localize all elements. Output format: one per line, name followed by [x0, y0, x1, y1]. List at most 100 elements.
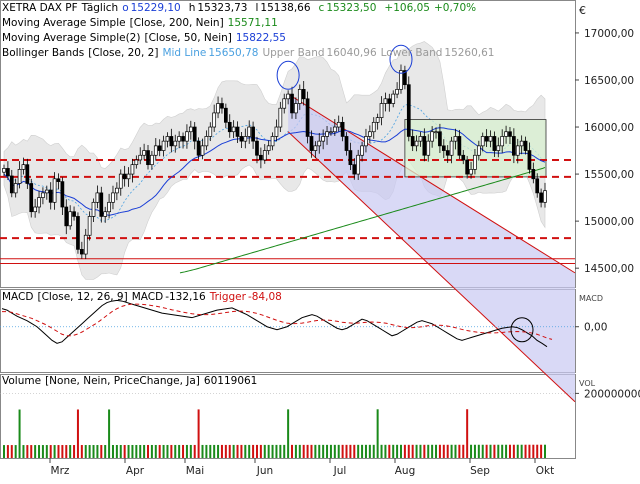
volume-bar	[57, 445, 60, 458]
volume-bar	[174, 444, 177, 458]
volume-bar	[197, 409, 200, 458]
candle-body	[523, 140, 528, 151]
volume-bar	[14, 445, 17, 458]
volume-bar	[232, 444, 235, 458]
macd-line	[1, 299, 548, 348]
candle-body	[196, 140, 201, 156]
candle-body	[87, 216, 92, 236]
candle-body	[364, 136, 368, 147]
open-value: 15229,10	[130, 2, 181, 14]
candle-body	[142, 150, 146, 156]
currency-marker: €	[579, 4, 586, 17]
candle-body	[403, 70, 407, 86]
volume-bar	[193, 444, 196, 458]
volume-bar	[314, 444, 317, 458]
candle-body	[543, 190, 547, 203]
candle-body	[68, 211, 73, 227]
candle-body	[313, 145, 318, 151]
volume-bar	[372, 444, 375, 458]
candle-body	[500, 136, 505, 147]
volume-bar	[501, 444, 504, 458]
candle-body	[126, 173, 131, 180]
volume-bar	[22, 445, 25, 458]
volume-bar	[489, 444, 492, 458]
volume-bar	[423, 444, 426, 458]
volume-bar	[497, 444, 500, 458]
volume-bar	[224, 444, 227, 458]
candle-body	[91, 201, 96, 217]
candle-body	[422, 136, 427, 156]
candle-body	[457, 136, 462, 156]
close-label: c	[318, 2, 325, 14]
candle-body	[76, 216, 80, 250]
candle-body	[173, 140, 178, 147]
candle-body	[231, 126, 236, 133]
volume-bar	[361, 444, 364, 458]
ma200-name: Moving Average Simple	[2, 17, 126, 29]
candle-body	[348, 150, 353, 166]
candle-body	[453, 136, 458, 142]
candle-body	[157, 145, 162, 151]
volume-bar	[147, 444, 150, 458]
volume-bar	[76, 409, 79, 458]
macd-axis-label: MACD	[579, 294, 603, 303]
legend-ma200: Moving Average Simple [Close, 200, Nein] 1…	[2, 17, 282, 30]
legend-volume: Volume [None, Nein, PriceChange, Ja] 60119…	[2, 375, 261, 388]
candle-body	[161, 140, 166, 151]
candle-body	[461, 154, 466, 161]
candle-body	[17, 169, 22, 184]
candle-body	[270, 136, 275, 147]
candle-body	[2, 168, 6, 173]
volume-bar	[419, 444, 422, 458]
month-label: Mai	[186, 465, 204, 477]
candle-body	[434, 131, 438, 134]
volume-bar	[345, 444, 348, 458]
candle-body	[321, 136, 326, 142]
legend-ma50: Moving Average Simple(2) [Close, 50, Nein…	[2, 32, 290, 45]
volume-bar	[45, 445, 48, 458]
candle-body	[371, 121, 376, 133]
candle-body	[473, 154, 477, 170]
volume-bar	[310, 444, 313, 458]
candle-body	[430, 131, 434, 142]
volume-bar	[271, 444, 274, 458]
candle-body	[64, 206, 69, 227]
volume-bar	[135, 444, 138, 458]
candle-body	[391, 93, 396, 104]
volume-bar	[240, 444, 243, 458]
volume-bar	[65, 445, 68, 458]
candle-body	[150, 154, 154, 166]
candle-body	[356, 154, 361, 175]
month-label: Okt	[536, 465, 554, 477]
volume-bar	[376, 409, 379, 458]
candle-body	[165, 136, 170, 142]
ma50-value: 15822,55	[235, 32, 286, 44]
candle-body	[204, 136, 209, 147]
candle-body	[130, 164, 135, 175]
candle-body	[476, 145, 481, 156]
candle-body	[146, 150, 150, 166]
candle-body	[153, 145, 158, 156]
candle-body	[251, 126, 255, 142]
candle-body	[531, 169, 536, 180]
change-pct-value: +0,70%	[433, 2, 477, 14]
volume-bar	[236, 444, 239, 458]
volume-bar	[104, 445, 107, 458]
candle-body	[111, 192, 115, 203]
macd-value: -132,16	[165, 291, 206, 303]
volume-bar	[162, 444, 165, 458]
candle-body	[286, 93, 290, 100]
candle-body	[340, 121, 345, 137]
month-label: Aug	[395, 465, 416, 477]
volume-bar	[18, 409, 21, 458]
volume-bar	[166, 444, 169, 458]
volume-bar	[427, 444, 430, 458]
bollinger-lower-label: Lower Band	[380, 47, 443, 59]
volume-bar	[38, 445, 41, 458]
volume-bar	[326, 444, 329, 458]
volume-bar	[217, 444, 220, 458]
volume-bar	[485, 444, 488, 458]
candle-body	[410, 136, 415, 147]
candle-body	[445, 150, 450, 156]
volume-bar	[435, 444, 438, 458]
